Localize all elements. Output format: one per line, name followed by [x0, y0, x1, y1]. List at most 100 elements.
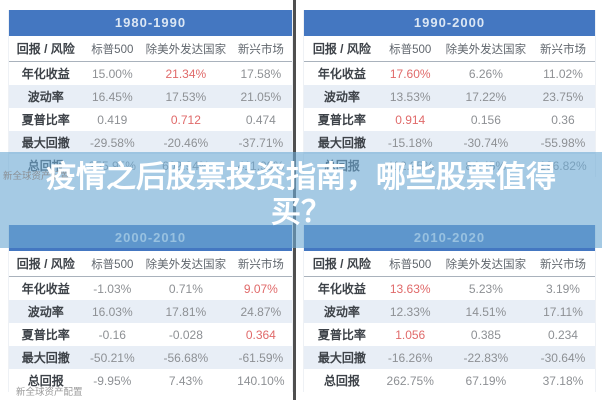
row-label: 最大回撤	[21, 136, 70, 150]
cell-value: 0.364	[245, 327, 276, 342]
table-row: 年化收益 13.63% 5.23% 3.19%	[304, 277, 595, 300]
cell-value: 24.87%	[240, 304, 282, 319]
cell-value: -1.03%	[93, 281, 132, 296]
cell-value: 67.19%	[465, 373, 507, 388]
table-row: 波动率 13.53% 17.22% 23.75%	[304, 85, 595, 108]
cell-value: -15.18%	[387, 135, 433, 150]
cell-value: -56.68%	[163, 350, 209, 365]
cell-value: -22.83%	[463, 350, 509, 365]
table-row: 最大回撤 -29.58% -20.46% -37.71%	[9, 131, 292, 154]
cell-value: 16.03%	[91, 304, 133, 319]
cell-value: -0.16	[98, 327, 126, 342]
cell-value: 14.51%	[465, 304, 507, 319]
headline-band	[0, 152, 602, 248]
table-column-headers: 回报 / 风险 标普500 除美外发达国家 新兴市场	[9, 251, 292, 277]
cell-value: 5.23%	[468, 281, 503, 296]
cell-value: 17.53%	[165, 89, 207, 104]
table-row: 夏普比率 -0.16 -0.028 0.364	[9, 323, 292, 346]
cell-value: 16.45%	[91, 89, 133, 104]
cell-value: 0.712	[170, 112, 201, 127]
watermark-top: 新全球资产配置	[3, 171, 70, 182]
row-label: 最大回撤	[317, 136, 366, 150]
column-header: 标普500	[389, 258, 432, 271]
column-header: 回报 / 风险	[312, 42, 371, 56]
cell-value: -20.46%	[163, 135, 209, 150]
row-label: 年化收益	[317, 282, 366, 296]
row-label: 夏普比率	[21, 113, 70, 127]
table-row: 波动率 16.45% 17.53% 21.05%	[9, 85, 292, 108]
table-1980-1990: 1980-1990 回报 / 风险 标普500 除美外发达国家 新兴市场 年化收益 15…	[8, 10, 293, 177]
cell-value: 0.234	[547, 327, 578, 342]
row-label: 波动率	[323, 90, 360, 104]
cell-value: 0.385	[470, 327, 501, 342]
table-row: 年化收益 17.60% 6.26% 11.02%	[304, 62, 595, 85]
cell-value: 0.71%	[168, 281, 203, 296]
row-label: 夏普比率	[317, 113, 366, 127]
cell-value: 7.43%	[168, 373, 203, 388]
headline-line-1: 疫情之后股票投资指南，哪些股票值得	[46, 161, 556, 194]
cell-value: 0.156	[470, 112, 501, 127]
row-label: 最大回撤	[317, 351, 366, 365]
row-label: 波动率	[27, 305, 64, 319]
cell-value: 0.36	[551, 112, 575, 127]
cell-value: -29.58%	[89, 135, 135, 150]
headline-line-2: 买？	[271, 196, 331, 229]
row-label: 波动率	[27, 90, 64, 104]
column-header: 除美外发达国家	[145, 258, 227, 271]
table-row: 波动率 16.03% 17.81% 24.87%	[9, 300, 292, 323]
cell-value: 6.26%	[468, 66, 503, 81]
cell-value: 11.02%	[543, 66, 583, 81]
cell-value: 0.419	[97, 112, 128, 127]
table-row: 年化收益 15.00% 21.34% 17.58%	[9, 62, 292, 85]
row-label: 夏普比率	[317, 328, 366, 342]
table-row: 最大回撤 -15.18% -30.74% -55.98%	[304, 131, 595, 154]
table-row: 夏普比率 1.056 0.385 0.234	[304, 323, 595, 346]
column-header: 标普500	[91, 43, 134, 56]
cell-value: 262.75%	[386, 373, 434, 388]
row-label: 总回报	[323, 374, 360, 388]
cell-value: 17.22%	[465, 89, 507, 104]
watermark-bottom: 新全球资产配置	[16, 387, 83, 398]
cell-value: 17.81%	[165, 304, 207, 319]
column-header: 新兴市场	[539, 258, 586, 271]
row-label: 总回报	[27, 374, 64, 388]
cell-value: 9.07%	[243, 281, 278, 296]
column-header: 除美外发达国家	[145, 43, 227, 56]
cell-value: -30.74%	[463, 135, 509, 150]
cell-value: -9.95%	[93, 373, 132, 388]
cell-value: 1.056	[395, 327, 426, 342]
table-period: 1980-1990	[9, 10, 292, 36]
row-label: 夏普比率	[21, 328, 70, 342]
table-row: 总回报 262.75% 67.19% 37.18%	[304, 369, 595, 392]
row-label: 年化收益	[21, 67, 70, 81]
row-label: 波动率	[323, 305, 360, 319]
cell-value: 15.00%	[91, 66, 133, 81]
column-header: 回报 / 风险	[16, 257, 75, 271]
table-column-headers: 回报 / 风险 标普500 除美外发达国家 新兴市场	[9, 36, 292, 62]
cell-value: -30.64%	[540, 350, 586, 365]
column-header: 回报 / 风险	[312, 257, 371, 271]
column-header: 新兴市场	[237, 43, 284, 56]
cell-value: 0.914	[395, 112, 426, 127]
cell-value: 13.63%	[389, 281, 431, 296]
table-row: 波动率 12.33% 14.51% 17.11%	[304, 300, 595, 323]
cell-value: 13.53%	[389, 89, 431, 104]
table-row: 总回报 -9.95% 7.43% 140.10%	[9, 369, 292, 392]
column-header: 除美外发达国家	[445, 43, 527, 56]
article-headline: 疫情之后股票投资指南，哪些股票值得 买？	[0, 160, 602, 230]
cell-value: 21.05%	[240, 89, 282, 104]
table-row: 夏普比率 0.914 0.156 0.36	[304, 108, 595, 131]
cell-value: 12.33%	[389, 304, 431, 319]
cell-value: -50.21%	[89, 350, 135, 365]
cell-value: 17.58%	[240, 66, 282, 81]
table-row: 最大回撤 -16.26% -22.83% -30.64%	[304, 346, 595, 369]
table-column-headers: 回报 / 风险 标普500 除美外发达国家 新兴市场	[304, 36, 595, 62]
cell-value: -0.028	[168, 327, 203, 342]
cell-value: 23.75%	[542, 89, 584, 104]
table-row: 年化收益 -1.03% 0.71% 9.07%	[9, 277, 292, 300]
cell-value: 21.34%	[165, 66, 207, 81]
table-row: 最大回撤 -50.21% -56.68% -61.59%	[9, 346, 292, 369]
table-column-headers: 回报 / 风险 标普500 除美外发达国家 新兴市场	[304, 251, 595, 277]
